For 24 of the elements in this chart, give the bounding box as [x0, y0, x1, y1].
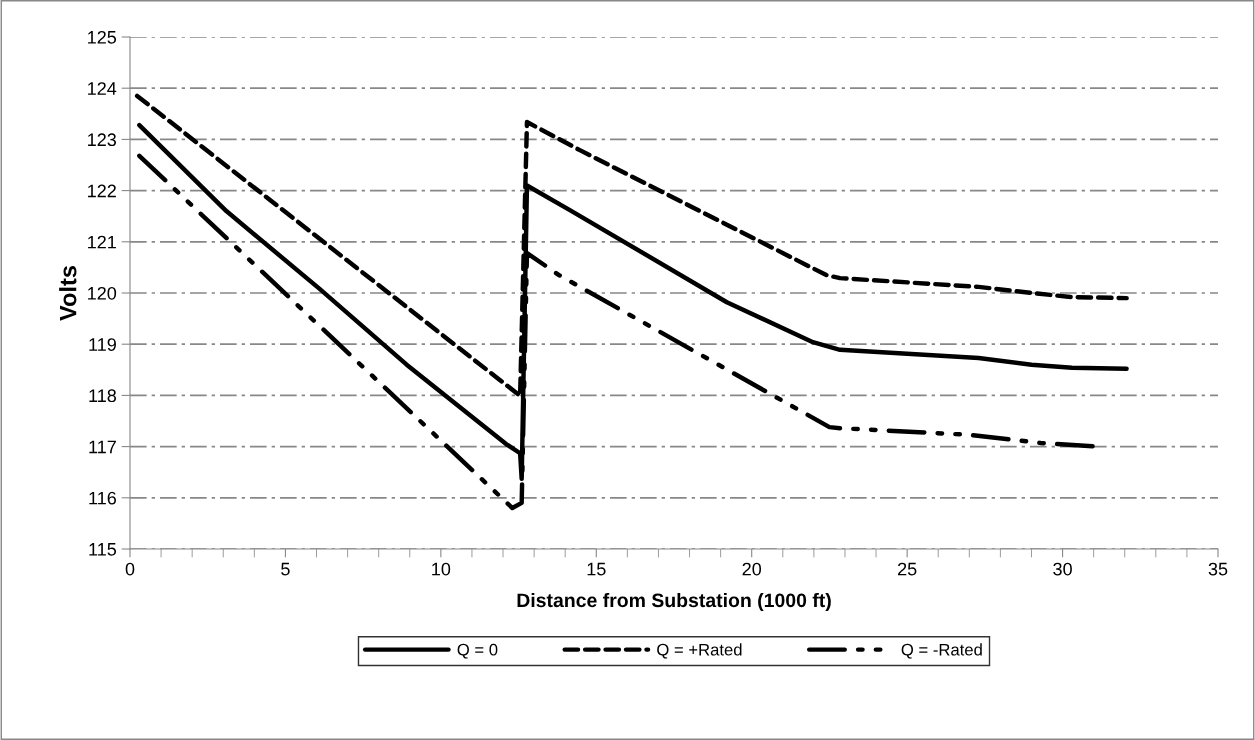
x-tick-label: 20 [742, 562, 762, 576]
x-tick-label: 10 [432, 562, 451, 576]
y-tick-label: 122 [88, 184, 116, 198]
y-tick-label: 123 [88, 133, 117, 147]
legend-label: Q = 0 [457, 643, 498, 659]
x-tick-label: 0 [125, 562, 135, 576]
x-tick-label: 15 [587, 562, 606, 576]
legend-label: Q = +Rated [657, 643, 742, 659]
y-tick-label: 119 [89, 338, 116, 351]
y-tick-label: 125 [88, 30, 117, 44]
y-tick-label: 120 [88, 286, 117, 300]
legend-label: Q = -Rated [901, 643, 982, 659]
x-axis-title: Distance from Substation (1000 ft) [517, 592, 831, 612]
y-tick-label: 118 [89, 389, 117, 403]
x-tick-label: 25 [898, 562, 917, 576]
y-tick-label: 115 [89, 543, 117, 556]
y-tick-label: 117 [89, 440, 116, 454]
x-tick-label: 35 [1208, 562, 1228, 576]
y-axis-title: Volts [59, 265, 77, 321]
x-tick-label: 30 [1053, 562, 1072, 576]
y-tick-label: 124 [88, 82, 117, 95]
y-tick-label: 116 [89, 491, 117, 505]
y-tick-label: 121 [88, 235, 116, 249]
x-tick-label: 5 [281, 562, 290, 576]
